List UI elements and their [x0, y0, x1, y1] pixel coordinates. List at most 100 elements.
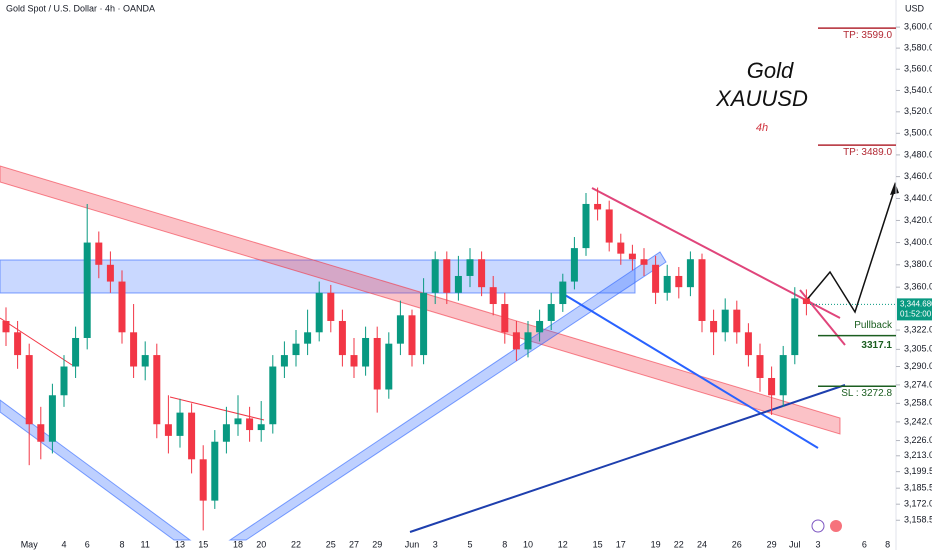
- candle-body: [582, 203, 590, 249]
- x-tick-label: 11: [141, 539, 150, 549]
- candle-body: [420, 292, 428, 356]
- x-tick-label: Jun: [405, 539, 420, 549]
- candle-body: [675, 275, 683, 288]
- candle-body: [130, 332, 138, 367]
- y-tick-label: 3,360.00: [904, 282, 932, 292]
- candle-body: [106, 264, 114, 282]
- candle-body: [617, 242, 625, 254]
- y-tick-label: 3,172.00: [904, 499, 932, 509]
- candle-body: [280, 355, 288, 367]
- candle-body: [744, 332, 752, 356]
- x-tick-label: 15: [593, 539, 603, 549]
- y-tick-label: 3,226.00: [904, 435, 932, 445]
- candle-body: [362, 337, 370, 367]
- flag-icon[interactable]: [830, 520, 842, 532]
- candle-body: [594, 203, 602, 210]
- candle-body: [605, 209, 613, 243]
- candle-body: [802, 298, 810, 305]
- x-tick-label: May: [21, 539, 39, 549]
- trend-line: [0, 317, 73, 366]
- candle-body: [315, 292, 323, 333]
- candle-body: [536, 320, 544, 333]
- y-tick-label: 3,185.50: [904, 483, 932, 493]
- y-tick-label: 3,500.00: [904, 128, 932, 138]
- y-tick-label: 3,480.00: [904, 149, 932, 159]
- trend-line: [591, 187, 841, 319]
- ascending-channel: [228, 251, 667, 541]
- candle-body: [48, 395, 56, 442]
- candle-body: [234, 418, 242, 425]
- candle-body: [385, 343, 393, 390]
- candle-body: [524, 332, 532, 350]
- candle-body: [396, 315, 404, 344]
- candle-body: [222, 424, 230, 442]
- candle-body: [640, 259, 648, 265]
- candle-body: [721, 309, 729, 333]
- countdown: 01:52:00: [900, 309, 932, 318]
- candle-body: [25, 355, 33, 425]
- trend-line: [169, 396, 265, 421]
- y-tick-label: 3,520.00: [904, 106, 932, 116]
- candle-body: [83, 242, 91, 338]
- candle-body: [686, 259, 694, 288]
- level-caption: Pullback: [854, 320, 893, 331]
- candle-body: [768, 377, 776, 396]
- y-tick-label: 3,199.50: [904, 466, 932, 476]
- x-tick-label: 22: [674, 539, 684, 549]
- candle-body: [756, 355, 764, 378]
- candle-body: [350, 355, 358, 367]
- heading: Gold: [747, 58, 794, 83]
- x-tick-label: 15: [198, 539, 208, 549]
- candle-body: [628, 253, 636, 260]
- candle-body: [431, 259, 439, 293]
- level-label: TP: 3489.0: [843, 147, 892, 158]
- candle-body: [698, 259, 706, 321]
- trend-line: [409, 384, 846, 533]
- y-tick-label: 3,258.00: [904, 398, 932, 408]
- candle-body: [72, 337, 80, 367]
- y-tick-label: 3,322.00: [904, 324, 932, 334]
- x-tick-label: 25: [326, 539, 336, 549]
- last-price-tag: [897, 298, 932, 321]
- x-tick-label: 22: [291, 539, 301, 549]
- candle-body: [512, 332, 520, 350]
- candle-body: [141, 355, 149, 367]
- candle-body: [60, 366, 68, 396]
- descending-channel: [0, 165, 841, 435]
- candle-body: [211, 441, 219, 501]
- y-tick-label: 3,380.00: [904, 259, 932, 269]
- x-tick-label: 6: [85, 539, 90, 549]
- candle-body: [501, 304, 509, 333]
- last-price-label: 3,344.680: [900, 299, 932, 308]
- candle-body: [2, 320, 10, 333]
- supply-zone: [0, 259, 636, 294]
- timeframe: 4h: [756, 122, 768, 134]
- y-tick-label: 3,560.00: [904, 64, 932, 74]
- y-tick-label: 3,305.00: [904, 344, 932, 354]
- candle-body: [95, 242, 103, 265]
- level-label: SL : 3272.8: [841, 388, 892, 399]
- x-tick-label: 3: [815, 539, 820, 549]
- y-tick-label: 3,600.00: [904, 21, 932, 31]
- y-tick-label: 3,242.00: [904, 416, 932, 426]
- x-tick-label: 27: [349, 539, 359, 549]
- projection-arrow: [804, 187, 896, 314]
- x-tick-label: 8: [502, 539, 507, 549]
- event-icon[interactable]: [811, 519, 825, 533]
- candle-body: [292, 343, 300, 356]
- candle-body: [454, 275, 462, 293]
- y-tick-label: 3,274.00: [904, 379, 932, 389]
- x-tick-label: 18: [233, 539, 243, 549]
- candle-body: [373, 337, 381, 390]
- candle-body: [199, 459, 207, 501]
- candle-body: [257, 424, 265, 431]
- candle-body: [443, 259, 451, 293]
- candle-body: [118, 281, 126, 333]
- candle-body: [663, 275, 671, 293]
- candle-body: [733, 309, 741, 333]
- x-tick-label: 5: [467, 539, 472, 549]
- candle-body: [188, 412, 196, 460]
- y-tick-label: 3,440.00: [904, 193, 932, 203]
